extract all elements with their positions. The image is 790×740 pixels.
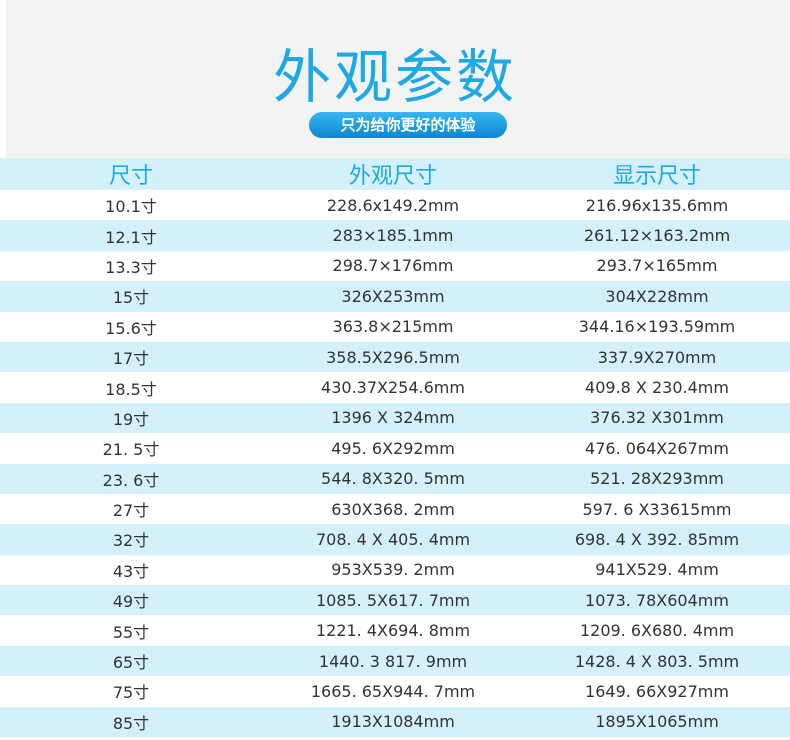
table-cell: 1221. 4X694. 8mm [315,621,471,641]
title: 外观参数 [272,43,517,111]
table-row: 10.1寸 228.6x149.2mm 216.96x135.6mm [0,190,790,220]
table-cell: 521. 28X293mm [524,463,790,494]
table-cell: 216.96x135.6mm [585,195,729,215]
table-row: 12.1寸 283×185.1mm 261.12×163.2mm [0,220,790,251]
table-cell: 10.1寸 [105,197,157,217]
table-cell: 27寸 [112,501,150,521]
table-cell: 21. 5寸 [102,440,160,460]
table-row: 43寸 953X539. 2mm 941X529. 4mm [0,555,790,585]
table-row: 23. 6寸 544. 8X320. 5mm 521. 28X293mm [0,463,790,494]
table-row: 32寸 708. 4 X 405. 4mm 698. 4 X 392. 85mm [0,524,790,555]
table-cell: 941X529. 4mm [595,560,719,580]
header-row: 尺寸 外观尺寸 显示尺寸 [0,158,790,190]
table-cell: 65寸 [0,645,262,677]
table-row: 27寸 630X368. 2mm 597. 6 X33615mm [0,494,790,524]
table-cell: 1396 X 324mm [262,402,524,434]
table-cell: 304X228mm [524,281,790,312]
table-cell: 953X539. 2mm [331,560,455,580]
table-cell: 18.5寸 [105,379,157,399]
table-cell: 597. 6 X33615mm [582,499,732,519]
table-cell: 15.6寸 [105,318,157,338]
table-cell: 1665. 65X944. 7mm [310,681,476,701]
table-cell: 1895X1065mm [524,706,790,738]
table-cell: 344.16×193.59mm [578,317,736,337]
table-cell: 409.8 X 230.4mm [585,378,729,398]
table-row: 15.6寸 363.8×215mm 344.16×193.59mm [0,312,790,342]
spec-table: 尺寸 外观尺寸 显示尺寸 10.1寸 228.6x149.2mm 216.96x135.6… [0,158,790,738]
table-cell: 19寸 [0,402,262,434]
table-row: 15寸 326X253mm 304X228mm [0,281,790,312]
table-cell: 698. 4 X 392. 85mm [524,524,790,555]
table-cell: 228.6x149.2mm [326,195,460,215]
table-cell: 17寸 [0,341,262,373]
table-row: 85寸 1913X1084mm 1895X1065mm [0,706,790,738]
table-cell: 358.5X296.5mm [262,341,524,373]
table-cell: 293.7×165mm [596,256,718,276]
table-cell: 1073. 78X604mm [524,585,790,616]
column-header: 外观尺寸 [262,158,524,190]
table-cell: 1440. 3 817. 9mm [262,645,524,677]
table-cell: 1428. 4 X 803. 5mm [524,645,790,677]
table-cell: 13.3寸 [105,257,157,277]
table-row: 18.5寸 430.37X254.6mm 409.8 X 230.4mm [0,372,790,402]
subtitle-badge: 只为给你更好的体验 [309,112,507,138]
table-cell: 261.12×163.2mm [524,220,790,251]
table-row: 17寸 358.5X296.5mm 337.9X270mm [0,341,790,373]
table-cell: 75寸 [112,683,150,703]
table-row: 65寸 1440. 3 817. 9mm 1428. 4 X 803. 5mm [0,645,790,677]
table-cell: 55寸 [112,622,150,642]
table-row: 13.3寸 298.7×176mm 293.7×165mm [0,251,790,281]
table-row: 55寸 1221. 4X694. 8mm 1209. 6X680. 4mm [0,615,790,645]
table-cell: 544. 8X320. 5mm [262,463,524,494]
table-cell: 32寸 [0,524,262,555]
table-cell: 49寸 [0,585,262,616]
table-cell: 495. 6X292mm [331,438,455,458]
table-cell: 283×185.1mm [262,220,524,251]
table-cell: 476. 064X267mm [585,438,729,458]
table-cell: 15寸 [0,281,262,312]
column-header: 尺寸 [0,158,262,190]
table-cell: 1209. 6X680. 4mm [579,621,735,641]
table-cell: 376.32 X301mm [524,402,790,434]
table-cell: 708. 4 X 405. 4mm [262,524,524,555]
table-cell: 12.1寸 [0,220,262,251]
table-row: 75寸 1665. 65X944. 7mm 1649. 66X927mm [0,676,790,706]
table-cell: 337.9X270mm [524,341,790,373]
table-cell: 1649. 66X927mm [585,681,729,701]
table-cell: 430.37X254.6mm [321,378,465,398]
table-cell: 363.8×215mm [332,317,454,337]
table-cell: 630X368. 2mm [331,499,455,519]
table-cell: 1913X1084mm [262,706,524,738]
column-header: 显示尺寸 [524,158,790,190]
table-cell: 85寸 [0,706,262,738]
table-row: 19寸 1396 X 324mm 376.32 X301mm [0,402,790,434]
table-cell: 1085. 5X617. 7mm [262,585,524,616]
table-cell: 326X253mm [262,281,524,312]
table-row: 21. 5寸 495. 6X292mm 476. 064X267mm [0,433,790,463]
table-cell: 43寸 [112,561,150,581]
table-row: 49寸 1085. 5X617. 7mm 1073. 78X604mm [0,585,790,616]
table-cell: 23. 6寸 [0,463,262,494]
table-cell: 298.7×176mm [332,256,454,276]
